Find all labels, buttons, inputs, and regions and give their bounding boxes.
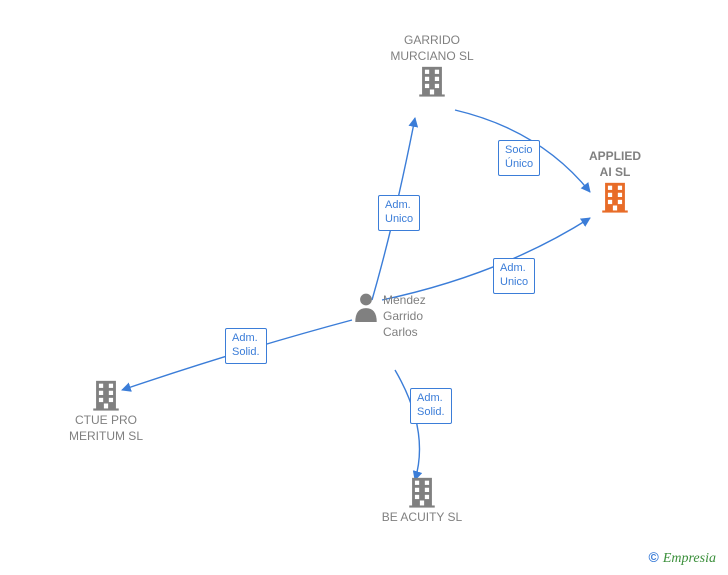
node-garrido-murciano[interactable]: GARRIDO MURCIANO SL — [362, 32, 502, 98]
node-person-mendez[interactable]: Mendez Garrido Carlos — [335, 292, 425, 341]
building-icon — [598, 180, 632, 214]
building-icon — [89, 378, 123, 412]
watermark: © Empresia — [649, 549, 716, 567]
person-icon — [353, 292, 379, 322]
building-icon — [415, 64, 449, 98]
copyright-symbol: © — [649, 549, 659, 565]
edge-label-adm-solid-2: Adm. Solid. — [410, 388, 452, 424]
edge-label-adm-unico-1: Adm. Unico — [378, 195, 420, 231]
brand-name: Empresia — [663, 551, 716, 566]
node-ctue-pro-meritum[interactable]: CTUE PRO MERITUM SL — [36, 378, 176, 444]
node-label: GARRIDO MURCIANO SL — [362, 32, 502, 64]
node-applied-ai[interactable]: APPLIED AI SL — [555, 148, 675, 214]
node-be-acuity[interactable]: BE ACUITY SL — [352, 475, 492, 525]
building-icon — [405, 475, 439, 509]
node-label: APPLIED AI SL — [555, 148, 675, 180]
node-label: CTUE PRO MERITUM SL — [36, 412, 176, 444]
edge-label-adm-unico-2: Adm. Unico — [493, 258, 535, 294]
edge-label-adm-solid-1: Adm. Solid. — [225, 328, 267, 364]
node-label: Mendez Garrido Carlos — [383, 292, 426, 341]
edge-label-socio-unico: Socio Único — [498, 140, 540, 176]
node-label: BE ACUITY SL — [352, 509, 492, 525]
diagram-canvas: Adm. Unico Socio Único Adm. Unico Adm. S… — [0, 0, 728, 575]
edge-person-beacuity — [395, 370, 420, 480]
